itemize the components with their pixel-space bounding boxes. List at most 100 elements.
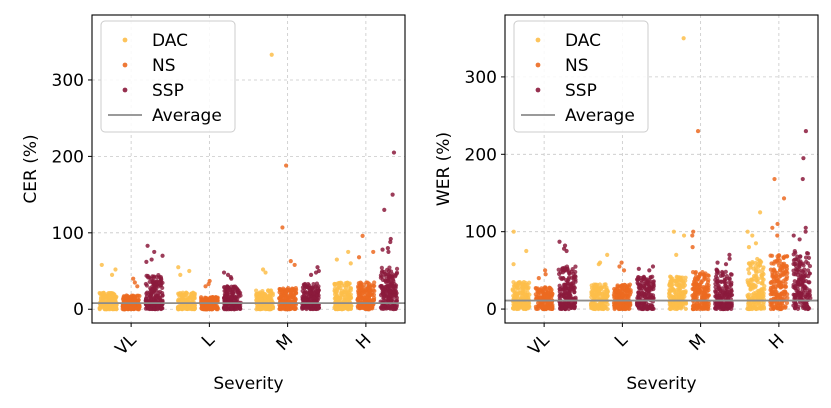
data-point [780,305,785,311]
data-point [229,295,234,301]
data-point [293,289,298,295]
outlier-point [356,255,362,260]
data-point [102,307,107,312]
data-point [136,297,141,302]
data-point [706,283,711,288]
data-point [798,291,804,296]
data-point [361,285,367,290]
x-tick-label: VL [525,330,554,359]
outlier-point [511,229,516,234]
data-point [754,274,759,279]
outlier-point [690,245,695,250]
data-point [636,274,641,280]
outlier-point [605,252,610,257]
data-point [784,274,790,279]
data-point [234,306,239,311]
data-point [348,286,353,291]
data-point [333,289,338,294]
data-point [753,269,758,274]
data-point [387,265,392,270]
data-point [804,259,809,264]
outlier-point [135,284,140,289]
data-point [100,295,105,300]
outlier-point [99,262,104,268]
data-point [781,270,786,275]
data-point [232,296,237,301]
data-point [365,292,370,297]
data-point [571,287,576,293]
legend: DAC NS SSP Average [100,20,236,133]
data-point [148,289,153,295]
data-point [302,297,307,302]
outlier-point [781,196,787,201]
data-point [777,263,782,268]
legend-label: DAC [565,31,601,51]
data-point [393,273,398,278]
data-point [229,290,234,296]
data-point [210,297,215,303]
series-ssp [143,150,400,312]
outlier-point [674,252,679,257]
data-point [566,277,571,282]
data-point [185,306,190,311]
y-tick-label: 100 [465,223,497,243]
data-point [774,278,779,284]
legend-marker [535,62,541,68]
data-point [802,294,808,299]
data-point [747,261,752,266]
data-point [359,291,364,297]
data-point [371,297,377,302]
data-point [573,295,578,300]
data-point [638,306,644,311]
data-point [113,304,119,310]
data-point [144,296,149,301]
outlier-point [144,259,149,264]
data-point [640,300,645,306]
data-point [705,295,710,300]
outlier-point [149,257,154,262]
data-point [804,251,810,256]
x-axis-label: Severity [626,374,696,394]
data-point [561,294,566,299]
data-point [562,268,567,273]
outlier-point [313,270,319,275]
y-tick-label: 300 [52,71,84,91]
series-ssp [556,128,813,312]
data-point [771,306,776,311]
data-point [680,284,685,289]
outlier-point [360,233,365,238]
data-point [672,289,677,294]
data-point [792,293,797,298]
data-point [345,288,350,293]
outlier-point [391,150,397,155]
data-point [725,289,730,294]
data-point [626,295,631,300]
data-point [791,258,797,263]
outlier-point [225,272,231,277]
data-point [156,291,161,296]
data-point [563,290,569,296]
x-tick-label: H [765,330,788,353]
data-point [678,304,684,309]
data-point [160,298,165,303]
data-point [650,274,655,279]
data-point [694,291,699,296]
data-point [701,284,706,290]
outlier-point [229,276,234,281]
data-point [622,282,627,287]
data-point [520,284,525,289]
x-tick-label: L [198,330,219,351]
data-point [293,297,298,302]
data-point [760,290,765,295]
data-point [100,303,106,308]
data-point [719,293,725,298]
legend-label: SSP [565,81,597,101]
data-point [288,287,294,293]
legend-box [513,20,649,133]
data-point [596,305,601,310]
data-point [612,306,617,312]
data-point [268,295,273,300]
data-point [691,286,696,292]
data-point [345,294,350,300]
data-point [774,273,779,278]
